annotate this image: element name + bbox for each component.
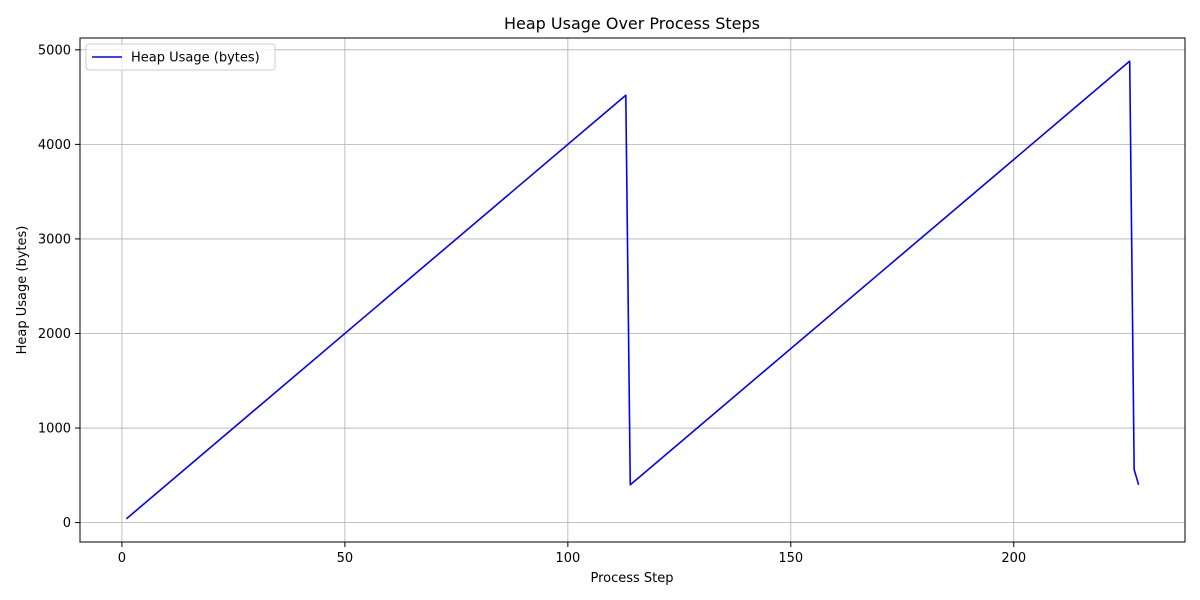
x-tick-label: 50 (337, 551, 354, 566)
series-line-heap-usage (125, 60, 1140, 520)
y-tick-label: 3000 (38, 232, 71, 247)
legend-label: Heap Usage (bytes) (131, 51, 260, 66)
series-layer (125, 60, 1140, 520)
y-tick-label: 5000 (38, 43, 71, 58)
y-tick-label: 1000 (38, 422, 71, 437)
x-tick-label: 150 (778, 551, 803, 566)
plot-frame (79, 37, 1186, 543)
y-axis-label: Heap Usage (bytes) (15, 226, 30, 355)
x-axis-label: Process Step (590, 571, 673, 586)
y-tick-label: 0 (63, 516, 71, 531)
x-tick-label: 100 (555, 551, 580, 566)
y-tick-label: 4000 (38, 138, 71, 153)
legend: Heap Usage (bytes) (85, 43, 276, 71)
legend-box (85, 43, 276, 71)
x-tick-label: 0 (118, 551, 126, 566)
x-tick-label: 200 (1001, 551, 1026, 566)
chart-title: Heap Usage Over Process Steps (504, 14, 760, 33)
y-tick-label: 2000 (38, 327, 71, 342)
grid-lines (80, 38, 1185, 542)
